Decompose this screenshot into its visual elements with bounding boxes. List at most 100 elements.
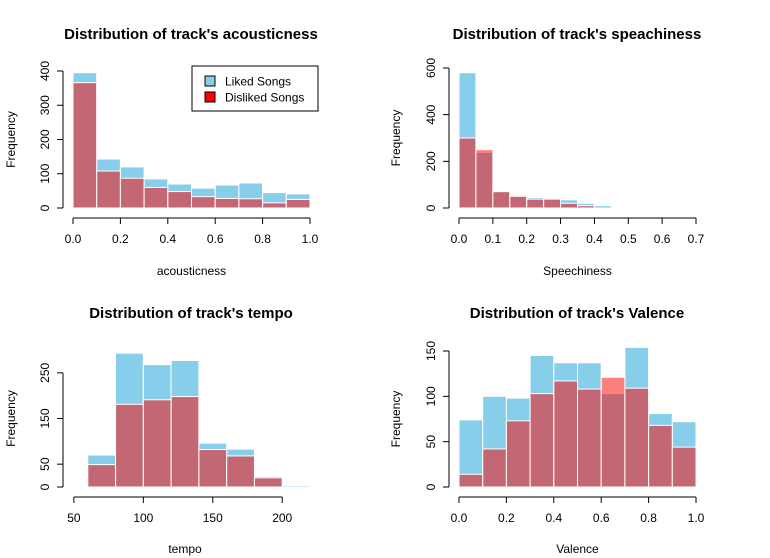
x-axis-label: Speechiness	[543, 264, 612, 278]
x-axis-label: acousticness	[157, 264, 226, 278]
chart-title: Distribution of track's Valence	[470, 305, 684, 322]
series-disliked	[87, 396, 283, 488]
y-axis-label: Frequency	[389, 110, 403, 167]
bar	[458, 137, 477, 209]
y-tick-label: 100	[424, 386, 438, 406]
y-tick-label: 250	[38, 363, 52, 383]
bar	[560, 202, 578, 209]
x-tick-label: 0.8	[254, 232, 271, 246]
bar	[170, 396, 200, 488]
x-tick-label: 1.0	[688, 511, 705, 525]
y-tick-label: 50	[424, 435, 438, 449]
bar	[600, 376, 626, 488]
y-tick-label: 300	[38, 95, 52, 115]
y-tick-label: 200	[38, 129, 52, 149]
bar	[543, 198, 562, 209]
bar	[143, 186, 169, 209]
legend-label: Liked Songs	[225, 75, 291, 89]
y-axis-label: Frequency	[4, 390, 18, 447]
chart-title: Distribution of track's speachiness	[453, 26, 702, 43]
bar	[226, 455, 255, 488]
bar	[529, 393, 555, 488]
bar	[553, 380, 578, 488]
bar	[191, 196, 216, 209]
panel-4: Distribution of track's Valence 0.0 0.2 0.4…	[389, 305, 705, 556]
bar	[505, 420, 531, 488]
x-tick-label: 0.2	[498, 511, 515, 525]
panel-1: Distribution of track's acousticness 0.0 0…	[4, 26, 319, 278]
bar	[253, 477, 283, 488]
x-tick-label: 0.3	[552, 232, 569, 246]
bar	[509, 195, 528, 209]
legend-swatch	[204, 91, 216, 103]
bar	[119, 177, 145, 209]
bar	[142, 399, 172, 488]
bar	[115, 403, 144, 488]
y-tick-label: 150	[424, 341, 438, 361]
bar	[87, 464, 117, 488]
bar	[593, 205, 612, 209]
y-tick-label: 50	[38, 457, 52, 471]
x-axis-label: tempo	[168, 542, 202, 556]
bar	[285, 198, 311, 209]
legend-box	[191, 65, 319, 112]
y-tick-label: 200	[424, 151, 438, 171]
legend: Liked Songs Disliked Songs	[191, 65, 319, 112]
y-tick-label: 400	[424, 104, 438, 124]
bar	[482, 448, 507, 488]
series-disliked	[458, 137, 595, 209]
x-axis: 0.0 0.1 0.2 0.3 0.4 0.5 0.6 0.7	[451, 217, 705, 246]
x-tick-label: 0.1	[485, 232, 502, 246]
bar	[281, 485, 311, 488]
y-tick-label: 400	[38, 61, 52, 81]
y-axis-label: Frequency	[4, 111, 18, 168]
x-tick-label: 0.4	[545, 511, 562, 525]
bar	[214, 197, 240, 209]
x-tick-label: 0.5	[620, 232, 637, 246]
series-disliked	[72, 82, 311, 209]
bar	[72, 82, 98, 209]
x-axis: 0.0 0.2 0.4 0.6 0.8 1.0	[65, 217, 319, 246]
x-tick-label: 0.0	[65, 232, 82, 246]
x-tick-label: 0.8	[640, 511, 657, 525]
x-tick-label: 0.0	[451, 511, 468, 525]
bar	[475, 149, 494, 209]
y-tick-label: 600	[424, 58, 438, 78]
x-tick-label: 0.6	[593, 511, 610, 525]
bar	[577, 205, 595, 209]
bar	[526, 198, 545, 209]
x-tick-label: 0.2	[112, 232, 129, 246]
panel-3: Distribution of track's tempo 50 100 150 200…	[4, 305, 311, 556]
x-tick-label: 200	[272, 511, 292, 525]
x-tick-label: 0.6	[207, 232, 224, 246]
y-tick-label: 0	[38, 483, 52, 490]
x-tick-label: 150	[203, 511, 223, 525]
y-axis-label: Frequency	[389, 391, 403, 448]
y-tick-label: 0	[38, 204, 52, 211]
y-axis: 0 200 400 600	[424, 58, 450, 211]
bar	[648, 424, 673, 488]
y-tick-label: 0	[424, 483, 438, 490]
chart-title: Distribution of track's tempo	[89, 305, 293, 322]
y-tick-label: 150	[38, 408, 52, 428]
x-tick-label: 0.0	[451, 232, 468, 246]
x-tick-label: 0.6	[654, 232, 671, 246]
series-disliked	[458, 376, 697, 488]
x-axis: 50 100 150 200	[67, 496, 293, 525]
x-axis: 0.0 0.2 0.4 0.6 0.8 1.0	[451, 496, 705, 525]
y-axis: 0 50 150 250	[38, 363, 64, 490]
bar	[238, 198, 264, 209]
x-tick-label: 1.0	[302, 232, 319, 246]
x-tick-label: 100	[133, 511, 153, 525]
y-tick-label: 0	[424, 204, 438, 211]
x-tick-label: 0.4	[586, 232, 603, 246]
legend-label: Disliked Songs	[225, 91, 304, 105]
chart-title: Distribution of track's acousticness	[64, 26, 318, 43]
bar	[96, 170, 121, 209]
y-tick-label: 100	[38, 163, 52, 183]
x-tick-label: 0.7	[688, 232, 705, 246]
panel-2: Distribution of track's speachiness 0.0 0.…	[389, 26, 705, 278]
legend-swatch	[204, 75, 216, 87]
bar	[167, 191, 193, 209]
